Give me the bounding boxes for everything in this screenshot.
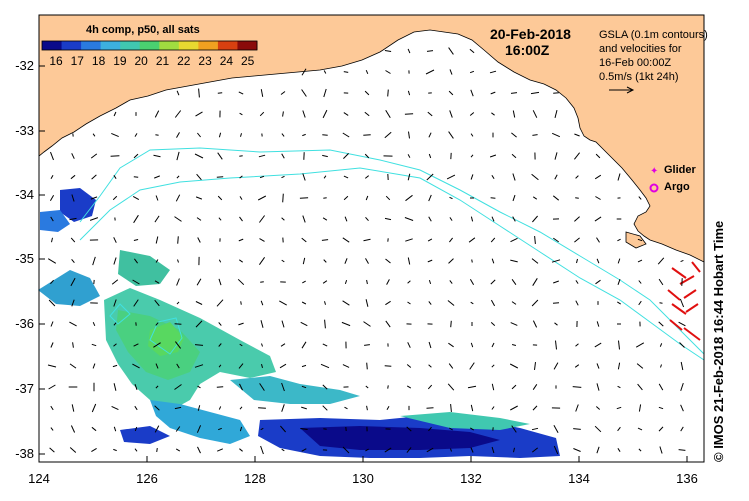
x-label-126: 126 (127, 471, 167, 486)
colorbar-segment (140, 41, 160, 50)
x-label-134: 134 (559, 471, 599, 486)
argo-label: Argo (664, 181, 690, 193)
y-label-34: -34 (4, 187, 34, 202)
velocity-arrow (241, 301, 242, 304)
velocity-arrow (472, 260, 473, 263)
colorbar-segment (101, 41, 121, 50)
velocity-arrow (260, 282, 264, 283)
info-line-3: 16-Feb 00:00Z (599, 56, 671, 70)
colorbar-tick: 22 (174, 54, 194, 68)
velocity-arrow (575, 198, 579, 199)
colorbar-segment (120, 41, 140, 50)
colorbar-segment (159, 41, 179, 50)
velocity-arrow (451, 321, 452, 327)
imos-credit: © IMOS 21-Feb-2018 16:44 Hobart Time (711, 221, 726, 462)
colorbar-tick: 25 (238, 54, 258, 68)
y-label-36: -36 (4, 316, 34, 331)
colorbar-tick: 23 (195, 54, 215, 68)
colorbar-tick: 18 (89, 54, 109, 68)
glider-marker: ✦ (650, 166, 658, 177)
info-line-1: GSLA (0.1m contours) (599, 28, 708, 42)
y-label-33: -33 (4, 123, 34, 138)
y-label-35: -35 (4, 251, 34, 266)
velocity-arrow (388, 90, 389, 97)
colorbar-segment (81, 41, 101, 50)
y-label-37: -37 (4, 381, 34, 396)
velocity-arrow (155, 135, 158, 136)
map-date: 20-Feb-2018 (490, 26, 571, 42)
x-label-132: 132 (451, 471, 491, 486)
velocity-arrow (367, 363, 368, 370)
map-time: 16:00Z (505, 42, 549, 58)
colorbar (42, 41, 258, 50)
x-label-124: 124 (19, 471, 59, 486)
x-label-128: 128 (235, 471, 275, 486)
composite-label: 4h comp, p50, all sats (86, 24, 200, 36)
colorbar-tick: 16 (46, 54, 66, 68)
velocity-arrow (363, 135, 370, 136)
colorbar-segment (198, 41, 218, 50)
colorbar-segment (237, 41, 257, 50)
info-line-4: 0.5m/s (1kt 24h) (599, 70, 678, 84)
info-line-2: and velocities for (599, 42, 682, 56)
colorbar-tick: 21 (153, 54, 173, 68)
velocity-arrow (283, 194, 284, 203)
colorbar-segment (218, 41, 238, 50)
colorbar-segment (62, 41, 82, 50)
velocity-arrow (300, 198, 308, 199)
x-label-130: 130 (343, 471, 383, 486)
velocity-arrow (178, 236, 179, 243)
colorbar-tick: 17 (67, 54, 87, 68)
x-label-136: 136 (667, 471, 707, 486)
colorbar-tick: 19 (110, 54, 130, 68)
colorbar-segment (179, 41, 199, 50)
velocity-arrow (134, 177, 138, 178)
y-label-38: -38 (4, 446, 34, 461)
colorbar-tick: 20 (131, 54, 151, 68)
glider-label: Glider (664, 164, 696, 176)
velocity-arrow (258, 408, 266, 409)
colorbar-segment (42, 41, 62, 50)
velocity-arrow (553, 303, 559, 304)
velocity-arrow (157, 448, 158, 452)
y-label-32: -32 (4, 58, 34, 73)
colorbar-tick: 24 (216, 54, 236, 68)
velocity-arrow (388, 385, 389, 388)
